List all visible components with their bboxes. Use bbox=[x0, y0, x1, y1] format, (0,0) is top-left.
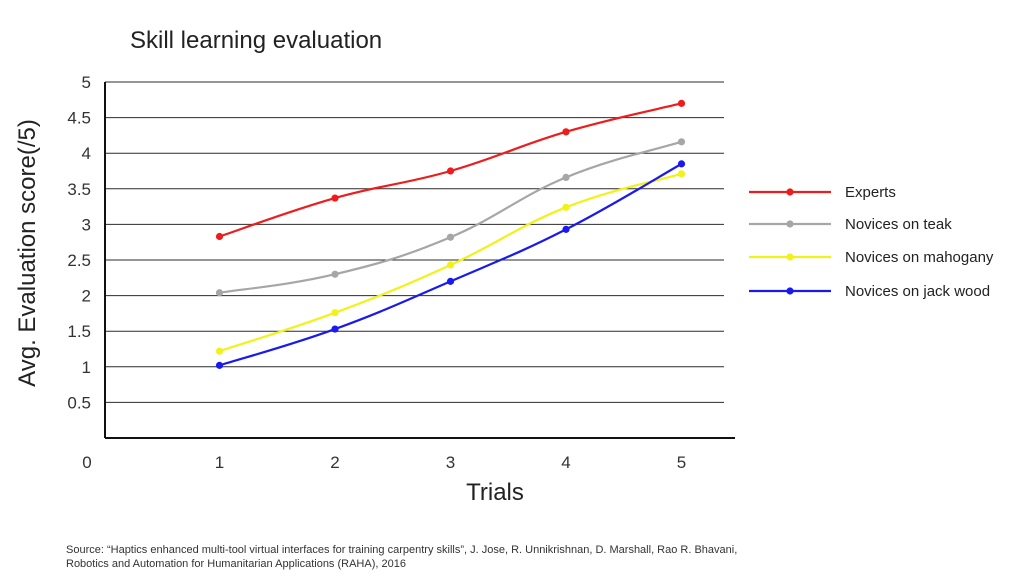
data-point bbox=[331, 309, 339, 317]
legend-item: Experts bbox=[749, 184, 896, 201]
data-point bbox=[331, 325, 339, 333]
series-lines bbox=[215, 99, 686, 369]
x-tick-label: 4 bbox=[561, 453, 570, 472]
source-note: Source: “Haptics enhanced multi-tool vir… bbox=[66, 543, 966, 571]
legend-marker bbox=[786, 220, 794, 228]
series-2 bbox=[215, 138, 686, 297]
x-tick-label: 0 bbox=[82, 453, 91, 472]
legend-label: Novices on jack wood bbox=[845, 283, 990, 300]
y-tick-label: 1 bbox=[82, 358, 91, 377]
data-point bbox=[446, 167, 455, 175]
legend-label: Novices on teak bbox=[845, 216, 952, 233]
data-point bbox=[215, 232, 224, 241]
data-point bbox=[215, 347, 224, 355]
y-tick-label: 0.5 bbox=[67, 393, 91, 412]
legend: Experts Novices on teak Novices on mahogan… bbox=[749, 184, 994, 300]
x-tick-labels: 0 1 2 3 4 5 bbox=[82, 453, 686, 472]
y-tick-label: 5 bbox=[82, 73, 91, 92]
legend-label: Novices on mahogany bbox=[845, 249, 994, 266]
data-point bbox=[562, 173, 570, 182]
series-line bbox=[219, 140, 682, 294]
source-line-2: Robotics and Automation for Humanitarian… bbox=[66, 558, 406, 570]
data-point bbox=[331, 194, 339, 202]
y-tick-label: 4 bbox=[82, 144, 91, 163]
data-point bbox=[677, 138, 686, 146]
data-point bbox=[677, 160, 686, 168]
legend-item: Novices on mahogany bbox=[749, 249, 994, 266]
data-point bbox=[562, 203, 570, 211]
y-tick-label: 3.5 bbox=[67, 180, 91, 199]
y-tick-label: 2.5 bbox=[67, 251, 91, 270]
series-1 bbox=[215, 99, 686, 241]
grid-lines bbox=[105, 81, 724, 403]
data-point bbox=[215, 289, 224, 297]
series-3 bbox=[215, 170, 686, 355]
legend-item: Novices on jack wood bbox=[749, 283, 990, 300]
x-tick-label: 2 bbox=[330, 453, 339, 472]
line-chart: Skill learning evaluation 0.5 1 1.5 2 2.5 3 3.… bbox=[14, 27, 994, 506]
source-line-1: Source: “Haptics enhanced multi-tool vir… bbox=[66, 544, 738, 556]
y-tick-label: 4.5 bbox=[67, 109, 91, 128]
x-tick-label: 5 bbox=[677, 453, 686, 472]
data-point bbox=[331, 270, 339, 278]
data-point bbox=[446, 233, 455, 241]
y-tick-label: 3 bbox=[82, 215, 91, 234]
legend-marker bbox=[786, 287, 794, 295]
data-point bbox=[562, 128, 570, 136]
axes bbox=[104, 82, 735, 439]
x-tick-label: 1 bbox=[215, 453, 224, 472]
data-point bbox=[215, 361, 224, 369]
data-point bbox=[677, 170, 686, 178]
legend-marker bbox=[786, 253, 794, 261]
chart-title: Skill learning evaluation bbox=[130, 27, 382, 54]
x-axis-label: Trials bbox=[466, 479, 524, 506]
data-point bbox=[677, 99, 686, 107]
legend-item: Novices on teak bbox=[749, 216, 952, 233]
y-tick-labels: 0.5 1 1.5 2 2.5 3 3.5 4 4.5 5 bbox=[67, 73, 91, 412]
y-axis-label: Avg. Evaluation score(/5) bbox=[14, 119, 41, 387]
series-4 bbox=[215, 160, 686, 369]
legend-marker bbox=[786, 188, 794, 196]
data-point bbox=[446, 277, 455, 285]
legend-label: Experts bbox=[845, 184, 896, 201]
y-tick-label: 1.5 bbox=[67, 322, 91, 341]
data-point bbox=[446, 261, 455, 269]
y-tick-label: 2 bbox=[82, 287, 91, 306]
data-point bbox=[562, 225, 570, 233]
x-tick-label: 3 bbox=[446, 453, 455, 472]
